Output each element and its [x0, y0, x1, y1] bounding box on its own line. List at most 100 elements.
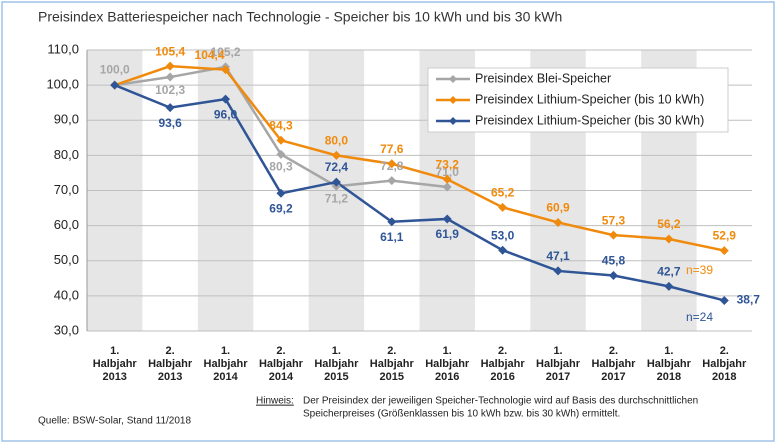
value-label: 71,0 [436, 165, 460, 179]
marker [221, 65, 231, 75]
x-tick-label: 2013 [158, 371, 182, 383]
value-label: 47,1 [546, 249, 570, 263]
x-tick-label: Halbjahr [481, 358, 526, 370]
legend-marker [449, 117, 457, 125]
x-tick-label: Halbjahr [204, 358, 249, 370]
value-label: 80,0 [325, 134, 349, 148]
y-tick-label: 60,0 [54, 217, 79, 232]
marker [387, 159, 397, 169]
note-line: Speicherpreises (Größenklassen bis 10 kW… [303, 409, 620, 420]
legend-box [427, 67, 729, 133]
x-tick-label: Halbjahr [591, 358, 636, 370]
value-label: 57,3 [602, 213, 626, 227]
x-tick-label: Halbjahr [93, 358, 138, 370]
marker [498, 245, 508, 255]
value-label: 65,2 [491, 186, 515, 200]
marker [331, 150, 341, 160]
x-tick-label: Halbjahr [647, 358, 692, 370]
x-tick-label: 1. [221, 345, 230, 357]
x-tick-label: 2015 [324, 371, 348, 383]
marker [276, 135, 286, 145]
value-label: 104,4 [195, 48, 225, 62]
x-tick-label: 2014 [213, 371, 238, 383]
x-tick-label: 2016 [435, 371, 459, 383]
value-label: 42,7 [657, 265, 681, 279]
marker [442, 174, 452, 184]
note-label: Hinweis: [256, 396, 294, 407]
marker [664, 234, 674, 244]
x-tick-label: 2. [166, 345, 175, 357]
x-tick-label: 1. [443, 345, 452, 357]
marker [664, 281, 674, 291]
value-label: 96,0 [214, 107, 238, 121]
value-label: 53,0 [491, 228, 515, 242]
marker [165, 103, 175, 113]
x-tick-label: 2013 [102, 371, 126, 383]
legend-label: Preisindex Lithium-Speicher (bis 30 kWh) [475, 113, 704, 127]
x-tick-label: 2018 [712, 371, 736, 383]
x-tick-label: 2014 [269, 371, 294, 383]
marker [719, 295, 729, 305]
y-tick-label: 50,0 [54, 252, 79, 267]
legend-label: Preisindex Blei-Speicher [475, 71, 611, 85]
legend-marker [449, 96, 457, 104]
x-tick-label: Halbjahr [314, 358, 359, 370]
value-label: 105,4 [155, 44, 185, 58]
y-tick-label: 110,0 [47, 41, 79, 56]
y-tick-label: 70,0 [54, 182, 79, 197]
x-tick-label: Halbjahr [148, 358, 193, 370]
marker [553, 266, 563, 276]
y-tick-label: 30,0 [54, 322, 79, 337]
value-label: 102,3 [155, 83, 185, 97]
n-label: n=24 [686, 310, 713, 324]
marker [165, 72, 175, 82]
x-tick-label: 2017 [546, 371, 570, 383]
x-tick-label: 2. [387, 345, 396, 357]
y-tick-label: 100,0 [46, 77, 79, 92]
x-tick-label: 2015 [380, 371, 404, 383]
marker [442, 182, 452, 192]
legend-label: Preisindex Lithium-Speicher (bis 10 kWh) [475, 92, 704, 106]
x-tick-label: 2016 [490, 371, 514, 383]
x-tick-label: 1. [110, 345, 119, 357]
chart-title: Preisindex Batteriespeicher nach Technol… [38, 9, 562, 25]
value-label: 84,3 [269, 118, 293, 132]
value-label: 61,9 [436, 227, 460, 241]
x-tick-label: Halbjahr [702, 358, 747, 370]
value-label: 52,9 [713, 229, 737, 243]
x-tick-label: 1. [553, 345, 562, 357]
marker [221, 94, 231, 104]
value-label: 73,2 [436, 157, 460, 171]
value-label: 71,2 [325, 191, 349, 205]
value-label: 93,6 [158, 116, 182, 130]
y-tick-label: 40,0 [54, 287, 79, 302]
x-tick-label: 2. [498, 345, 507, 357]
value-label: 100,0 [100, 62, 130, 76]
x-tick-label: Halbjahr [370, 358, 415, 370]
y-tick-label: 90,0 [54, 112, 79, 127]
x-tick-label: Halbjahr [259, 358, 304, 370]
marker [719, 246, 729, 256]
x-tick-label: Halbjahr [536, 358, 581, 370]
value-label: 72,4 [325, 160, 349, 174]
x-tick-label: 1. [664, 345, 673, 357]
x-tick-label: 1. [332, 345, 341, 357]
value-label: 45,8 [602, 254, 626, 268]
legend-marker [449, 75, 457, 83]
x-tick-label: Halbjahr [425, 358, 470, 370]
series-line [114, 64, 725, 252]
marker [498, 202, 508, 212]
marker [276, 188, 286, 198]
source: Quelle: BSW-Solar, Stand 11/2018 [38, 416, 191, 427]
x-tick-label: 2. [276, 345, 285, 357]
value-label: 38,7 [737, 293, 761, 307]
value-label: 60,9 [546, 201, 570, 215]
n-label: n=39 [686, 263, 713, 277]
marker [110, 80, 120, 90]
x-tick-label: 2018 [657, 371, 681, 383]
x-tick-label: 2. [609, 345, 618, 357]
marker [442, 214, 452, 224]
x-tick-label: 2. [720, 345, 729, 357]
note-line: Der Preisindex der jeweiligen Speicher-T… [303, 396, 698, 407]
